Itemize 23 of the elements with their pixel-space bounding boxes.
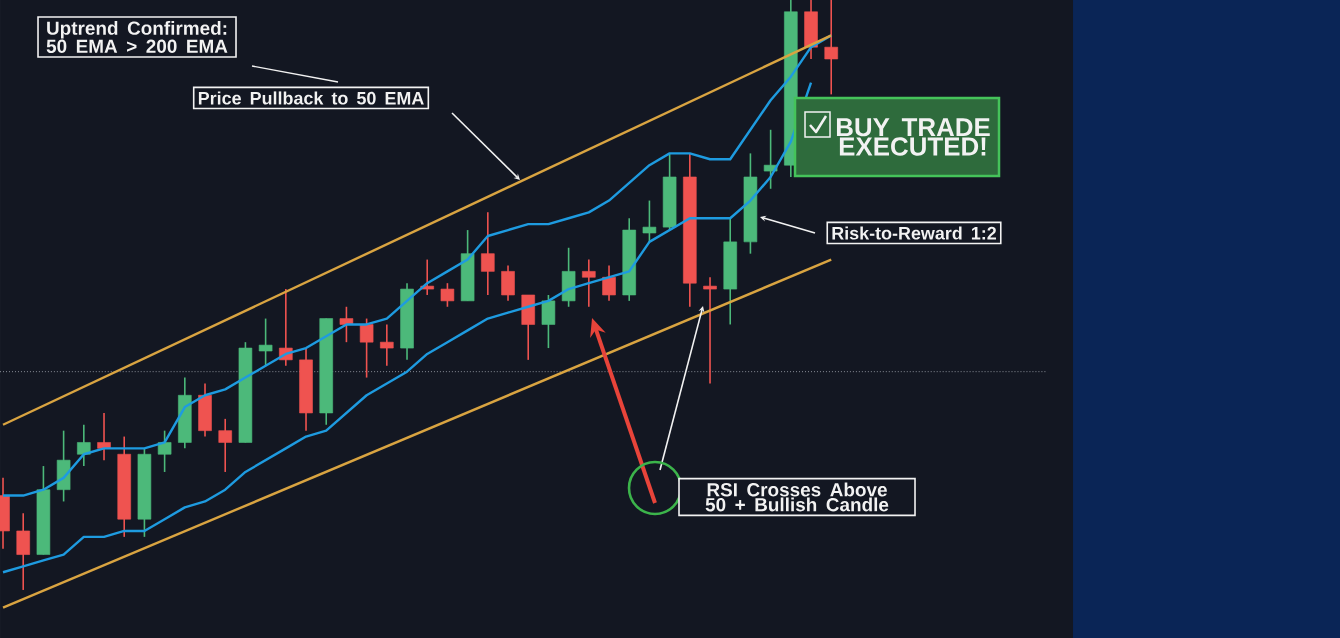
candlestick (359, 317, 374, 379)
candlestick (602, 264, 616, 302)
candlestick (481, 211, 495, 296)
candlestick (824, 0, 838, 96)
annotation: Price Pullback to 50 EMA (198, 91, 424, 105)
annotation: Risk-to-Reward 1:2 (832, 226, 997, 240)
candlestick (157, 429, 172, 473)
candlestick (763, 128, 778, 190)
candlestick (642, 199, 657, 243)
candlestick (541, 294, 556, 349)
candlestick (420, 258, 434, 296)
candlestick (339, 305, 354, 343)
candlestick (380, 323, 394, 367)
candlestick (77, 423, 91, 467)
candlestick (16, 512, 30, 591)
candlestick (258, 317, 273, 367)
annotation: Uptrend Confirmed: 50 EMA > 200 EMA (46, 20, 228, 54)
candlestick (582, 258, 596, 308)
candlestick (218, 418, 232, 473)
annotation: RSI Crosses Above 50 + Bullish Candle (705, 482, 889, 512)
annotation: BUY TRADE EXECUTED! (836, 118, 990, 156)
candlestick (501, 264, 515, 302)
candlestick (440, 282, 455, 308)
